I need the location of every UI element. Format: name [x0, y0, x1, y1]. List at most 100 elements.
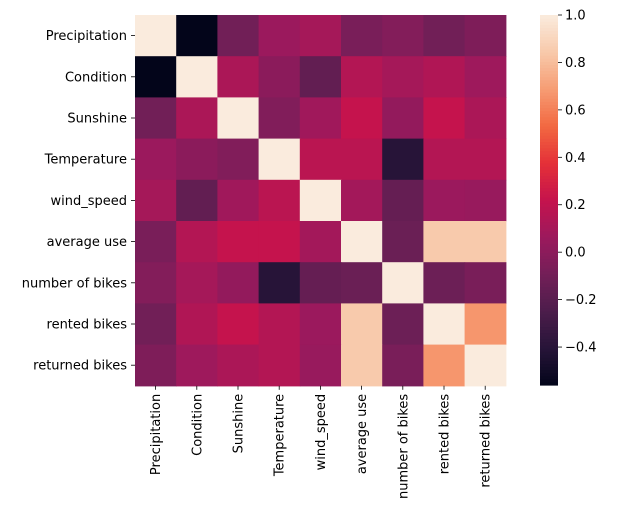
row-label: Temperature	[44, 153, 127, 168]
colorbar-segment	[540, 344, 558, 349]
colorbar-segment	[540, 45, 558, 50]
heatmap-cell-r3-c2	[217, 138, 260, 181]
colorbar-segment	[540, 277, 558, 281]
colorbar-segment	[540, 126, 558, 130]
colorbar-segment	[540, 212, 558, 217]
heatmap-cell-r7-c1	[176, 303, 218, 346]
colorbar-segment	[540, 163, 558, 167]
colorbar-segment	[540, 261, 558, 266]
colorbar-segment	[540, 206, 558, 210]
colorbar-segment	[540, 326, 558, 331]
colorbar-segment	[540, 335, 558, 340]
heatmap-cell-r1-c5	[341, 56, 383, 98]
heatmap-cell-r1-c0	[135, 56, 177, 98]
colorbar-segment	[540, 369, 558, 374]
colorbar-segment	[540, 249, 558, 254]
colorbar-segment	[540, 61, 558, 65]
heatmap-cell-r8-c6	[382, 344, 424, 387]
colorbar-segment	[540, 311, 558, 315]
colorbar-segment	[540, 323, 558, 328]
colorbar-segment	[540, 110, 558, 115]
heatmap-cell-r2-c7	[423, 97, 466, 140]
colorbar-segment	[540, 153, 558, 158]
colorbar-segment	[540, 98, 558, 102]
heatmap-cell-r8-c8	[464, 344, 507, 387]
colorbar-segment	[540, 39, 558, 44]
column-label: number of bikes	[396, 394, 411, 499]
heatmap-cell-r5-c0	[135, 221, 177, 263]
colorbar-segment	[540, 338, 558, 343]
heatmap-cell-r7-c5	[341, 303, 383, 346]
heatmap-cell-r0-c1	[176, 15, 218, 57]
colorbar-segment	[540, 218, 558, 223]
colorbar-tick-label: −0.4	[565, 341, 597, 356]
colorbar-segment	[540, 175, 558, 180]
colorbar-segment	[540, 317, 558, 321]
colorbar-tick-label: 0.8	[565, 56, 586, 71]
heatmap-cell-r3-c0	[135, 138, 177, 181]
colorbar-segment	[540, 64, 558, 69]
colorbar-segment	[540, 30, 558, 35]
heatmap-cell-r8-c4	[299, 344, 342, 387]
colorbar-segment	[540, 332, 558, 337]
colorbar-tick-label: 0.4	[565, 151, 586, 166]
heatmap-cell-r1-c8	[464, 56, 507, 98]
colorbar-segment	[540, 360, 558, 365]
heatmap-cell-r3-c3	[258, 138, 301, 181]
colorbar-segment	[540, 363, 558, 368]
colorbar-segment	[540, 42, 558, 47]
row-label: average use	[47, 235, 127, 250]
colorbar-segment	[540, 200, 558, 204]
heatmap-cell-r2-c1	[176, 97, 218, 140]
colorbar-segment	[540, 351, 558, 355]
column-label: average use	[355, 394, 370, 474]
colorbar-segment	[540, 243, 558, 247]
heatmap-cell-r6-c8	[464, 262, 507, 304]
colorbar-segment	[540, 113, 558, 118]
colorbar-segment	[540, 135, 558, 139]
colorbar-segment	[540, 55, 558, 59]
heatmap-cell-r8-c3	[258, 344, 301, 387]
heatmap-cell-r4-c8	[464, 179, 507, 222]
heatmap-cell-r4-c2	[217, 179, 260, 222]
heatmap-cell-r0-c4	[299, 15, 342, 57]
colorbar-segment	[540, 52, 558, 56]
colorbar-segment	[540, 280, 558, 284]
colorbar-segment	[540, 33, 558, 38]
colorbar-segment	[540, 314, 558, 318]
column-label: rented bikes	[438, 394, 453, 475]
heatmap-cell-r2-c0	[135, 97, 177, 140]
heatmap-cell-r1-c1	[176, 56, 218, 98]
colorbar-segment	[540, 169, 558, 173]
colorbar-segment	[540, 141, 558, 146]
heatmap-cell-r3-c8	[464, 138, 507, 181]
colorbar-segment	[540, 190, 558, 195]
heatmap-cell-r7-c0	[135, 303, 177, 346]
heatmap-cell-r1-c3	[258, 56, 301, 98]
colorbar: −0.4 −0.2 0.0 0.2 0.4 0.6 0.8 1.0	[540, 9, 597, 386]
heatmap-cell-r7-c3	[258, 303, 301, 346]
colorbar-segment	[540, 196, 558, 201]
colorbar-segment	[540, 292, 558, 297]
heatmap-cell-r0-c6	[382, 15, 424, 57]
heatmap-cell-r1-c2	[217, 56, 260, 98]
heatmap-cell-r8-c7	[423, 344, 466, 387]
colorbar-segment	[540, 89, 558, 93]
heatmap-cell-r6-c1	[176, 262, 218, 304]
heatmap-cell-r1-c6	[382, 56, 424, 98]
column-label: Sunshine	[232, 394, 247, 454]
colorbar-segment	[540, 95, 558, 99]
heatmap-cell-r8-c5	[341, 344, 383, 387]
colorbar-segment	[540, 354, 558, 358]
heatmap-cell-r1-c4	[299, 56, 342, 98]
heatmap-cell-r5-c4	[299, 221, 342, 263]
heatmap-cell-r0-c7	[423, 15, 466, 57]
colorbar-segment	[540, 147, 558, 152]
heatmap-cell-r2-c8	[464, 97, 507, 140]
heatmap-cell-r4-c1	[176, 179, 218, 222]
heatmap-cell-r2-c5	[341, 97, 383, 140]
column-label: Condition	[190, 394, 205, 456]
colorbar-segment	[540, 252, 558, 257]
colorbar-segment	[540, 24, 558, 28]
colorbar-segment	[540, 181, 558, 186]
